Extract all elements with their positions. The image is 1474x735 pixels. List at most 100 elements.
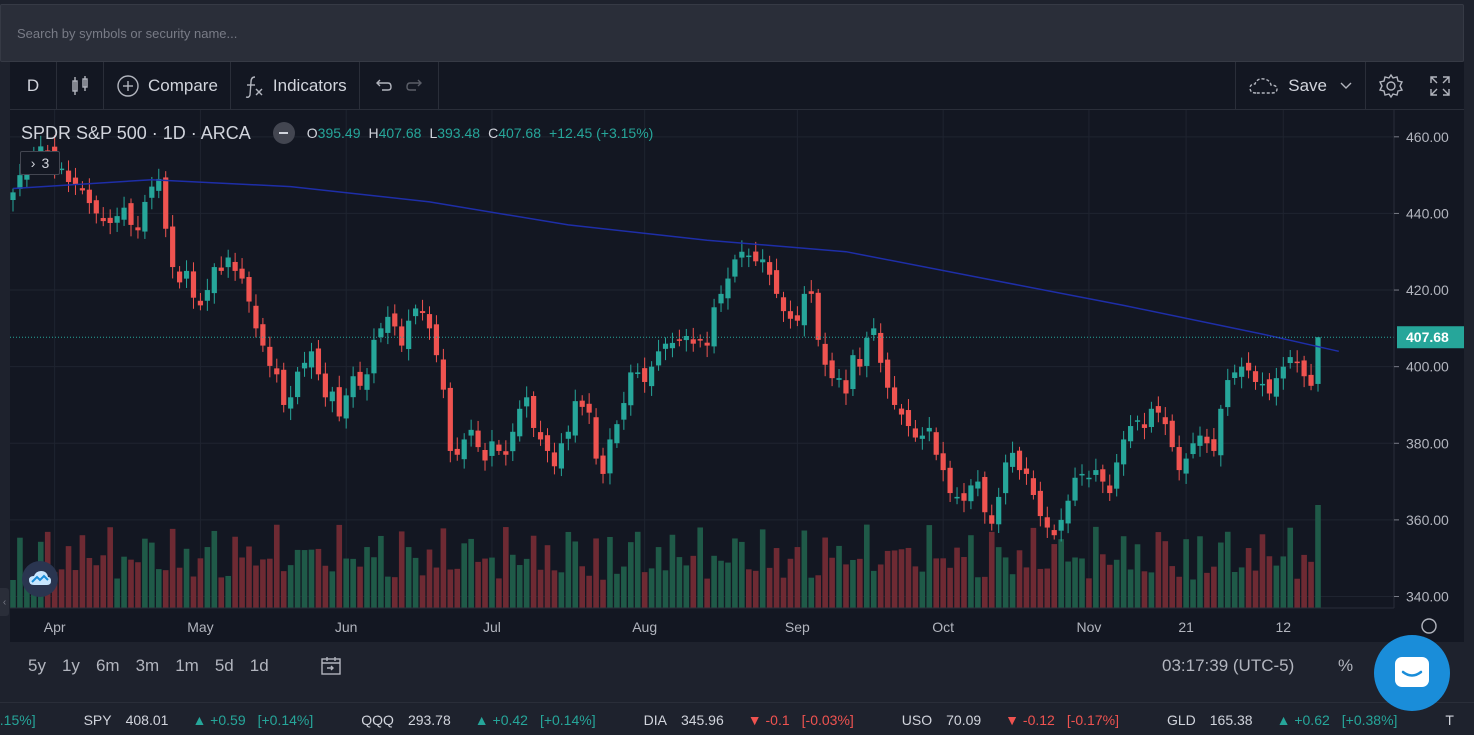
left-panel-toggle[interactable]: ‹	[0, 588, 9, 616]
volume-bar	[135, 562, 141, 608]
volume-bar	[419, 575, 426, 608]
volume-bar	[648, 568, 655, 608]
open-key: O	[306, 125, 318, 141]
volume-bar	[586, 575, 592, 608]
undo-icon[interactable]	[372, 78, 392, 94]
ticker-item[interactable]: SPY 408.01 ▲ +0.59 [+0.14%]	[84, 712, 344, 728]
chart-type-button[interactable]	[57, 61, 104, 110]
candle	[413, 308, 419, 317]
ticker-percent: [+0.14%]	[539, 712, 596, 728]
fullscreen-button[interactable]	[1416, 62, 1464, 110]
range-3m[interactable]: 3m	[135, 656, 160, 675]
ticker-item[interactable]: DIA 345.96 ▼ -0.1 [-0.03%]	[644, 712, 884, 728]
candle	[1301, 360, 1307, 377]
candle	[871, 328, 877, 336]
chart-container: D Compare Indicators Save	[10, 61, 1464, 690]
candle	[919, 435, 925, 439]
volume-bar	[114, 578, 120, 608]
candle	[267, 346, 273, 366]
range-1y[interactable]: 1y	[61, 656, 80, 675]
ticker-item[interactable]: 0.15%]	[0, 712, 66, 728]
ticker-item[interactable]: USO 70.09 ▼ -0.12 [-0.17%]	[902, 712, 1149, 728]
volume-bar	[579, 566, 586, 608]
calendar-goto-icon[interactable]	[319, 654, 345, 678]
axis-settings-icon[interactable]	[1421, 618, 1437, 634]
volume-bar	[1294, 578, 1300, 608]
volume-bar	[739, 541, 745, 608]
range-1m[interactable]: 1m	[175, 656, 199, 675]
candle	[850, 355, 856, 390]
ticker-item[interactable]: QQQ 293.78 ▲ +0.42 [+0.14%]	[361, 712, 625, 728]
ticker-percent: [+0.38%]	[1341, 712, 1398, 728]
candle	[246, 277, 252, 302]
candle	[301, 362, 308, 369]
search-bar[interactable]	[0, 4, 1464, 62]
range-5d[interactable]: 5d	[214, 656, 234, 675]
candle	[496, 444, 502, 451]
volume-bar	[1113, 559, 1120, 608]
volume-bar	[433, 567, 440, 608]
candle	[406, 320, 412, 350]
volume-bar	[1016, 550, 1023, 608]
clock-display[interactable]: 03:17:39 (UTC-5)	[1162, 656, 1295, 675]
candle	[170, 226, 176, 268]
range-5y[interactable]: 5y	[28, 656, 46, 675]
volume-bar	[1197, 536, 1203, 608]
redo-icon[interactable]	[405, 78, 426, 94]
tradingview-logo[interactable]	[22, 561, 58, 597]
candle	[426, 314, 433, 329]
candle	[864, 337, 870, 366]
volume-bar	[1002, 557, 1009, 608]
ticker-item[interactable]: T	[1445, 712, 1468, 728]
legend-hide-button[interactable]	[272, 122, 295, 144]
volume-bar	[995, 547, 1002, 608]
save-button[interactable]: Save	[1235, 61, 1365, 110]
candle	[537, 432, 544, 440]
range-6m[interactable]: 6m	[95, 656, 120, 675]
candle	[392, 313, 398, 327]
candle	[329, 391, 335, 402]
volume-bar	[176, 567, 183, 608]
interval-button[interactable]: D	[10, 61, 57, 110]
volume-bar	[468, 538, 474, 608]
volume-bar	[128, 559, 134, 608]
candle	[1252, 371, 1259, 382]
time-tick-label: Aug	[632, 619, 657, 635]
chat-support-button[interactable]	[1374, 635, 1450, 711]
price-chart[interactable]: 460.00 440.00 420.00 400.00 380.00 360.00 340.…	[10, 110, 1464, 642]
candle	[419, 311, 426, 314]
time-tick-label: Oct	[932, 619, 954, 635]
ticker-change: ▲ +0.42	[474, 712, 528, 728]
ticker-percent: 0.15%]	[0, 712, 36, 728]
ticker-item[interactable]: GLD 165.38 ▲ +0.62 [+0.38%]	[1167, 712, 1427, 728]
volume-bar	[1030, 527, 1037, 608]
volume-bar	[107, 527, 113, 608]
indicators-collapse-toggle[interactable]: › 3	[20, 151, 60, 175]
candle	[1308, 374, 1314, 386]
compare-button[interactable]: Compare	[104, 61, 231, 110]
settings-button[interactable]	[1365, 61, 1416, 110]
percent-scale-toggle[interactable]: %	[1338, 656, 1354, 675]
volume-bar	[822, 537, 828, 608]
candle	[281, 369, 287, 405]
indicators-button[interactable]: Indicators	[231, 61, 360, 110]
chevron-down-icon[interactable]	[1339, 81, 1353, 91]
volume-bar	[780, 577, 787, 608]
close-key: C	[488, 125, 499, 141]
ticker-symbol: GLD	[1166, 712, 1196, 728]
candle	[183, 270, 190, 279]
volume-bar	[260, 559, 266, 608]
candle	[885, 359, 891, 388]
candle	[711, 307, 717, 347]
candle	[1294, 361, 1300, 364]
volume-bar	[1148, 572, 1155, 608]
save-label: Save	[1288, 75, 1327, 95]
chevron-right-icon: ›	[30, 155, 36, 171]
candle	[531, 396, 537, 428]
volume-bar	[857, 558, 863, 608]
search-input[interactable]	[1, 5, 1463, 61]
time-tick-label: 21	[1178, 619, 1194, 635]
volume-bar	[391, 577, 398, 608]
range-1d[interactable]: 1d	[249, 656, 269, 675]
low-key: L	[429, 125, 438, 141]
